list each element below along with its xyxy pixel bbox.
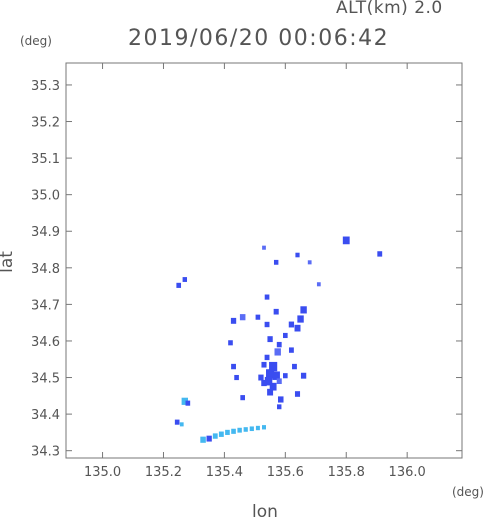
y-tick-label: 34.6 [31,335,60,350]
altitude-label: ALT(km) 2.0 [336,0,443,18]
echo-point [307,260,312,265]
echo-point [261,379,267,387]
echo-point [174,419,180,425]
echo-point [243,427,248,432]
echo-point [294,391,301,397]
echo-point [272,371,280,380]
y-tick-label: 35.0 [31,189,60,204]
echo-point [185,400,191,406]
echo-point [200,436,206,443]
echo-point [240,395,245,401]
y-tick-label: 34.4 [31,408,60,423]
x-tick-label: 135.8 [328,465,365,480]
y-tick-label: 34.8 [31,262,60,277]
echo-point [294,324,301,332]
echo-point [234,374,239,381]
echo-point [295,252,300,258]
echo-point [276,341,282,348]
echo-point [269,382,277,391]
echo-point [264,376,273,386]
echo-point [231,428,236,434]
echo-point [206,435,212,442]
plot-frame [65,62,463,459]
echo-point [269,361,278,372]
echo-point [225,429,230,435]
echo-point [273,259,279,265]
echo-point [267,388,274,396]
timestamp-title: 2019/06/20 00:06:42 [128,26,390,51]
echo-point [283,332,288,339]
y-tick-label: 34.5 [31,372,60,387]
echo-point [300,372,307,379]
echo-point [249,426,254,432]
echo-point [218,431,224,437]
echo-point [181,397,188,405]
echo-point [266,369,275,379]
echo-point [228,340,233,346]
y-axis-unit: (deg) [20,34,52,48]
echo-point [300,306,307,314]
echo-point [273,308,279,315]
echo-point [277,396,284,403]
echo-point [377,251,383,257]
echo-point [297,315,304,323]
echo-point [316,282,321,287]
echo-point [264,294,270,300]
y-tick-label: 35.3 [31,79,60,94]
echo-point [267,336,273,343]
echo-point [255,425,260,431]
x-axis-label: lon [252,502,278,522]
echo-point [231,363,236,370]
echo-point [262,425,266,430]
echo-point [212,433,218,439]
x-axis-unit: (deg) [452,485,484,499]
echo-point [176,282,182,288]
echo-point [179,422,184,427]
echo-point [288,347,294,353]
x-tick-label: 136.0 [389,465,426,480]
y-tick-label: 34.3 [31,445,60,460]
y-tick-label: 34.7 [31,298,60,313]
echo-point [274,348,281,356]
x-tick-label: 135.2 [145,465,182,480]
echo-point [255,314,261,320]
y-tick-label: 34.9 [31,225,60,240]
echo-point [264,321,270,328]
echo-point [258,374,264,381]
echo-point [277,404,282,410]
y-tick-label: 35.1 [31,152,60,167]
echo-point [230,317,237,324]
echo-point [283,373,288,379]
echo-point [262,245,266,250]
echo-point [288,321,295,328]
echo-point [261,361,267,368]
x-tick-label: 135.4 [206,465,243,480]
x-tick-label: 135.6 [267,465,304,480]
x-tick-label: 135.0 [84,465,121,480]
echo-point [276,378,282,385]
echo-point [342,236,350,245]
y-tick-label: 35.2 [31,116,60,131]
echo-point [264,354,270,361]
echo-point [182,277,188,282]
echo-point [292,363,297,370]
echo-point [239,314,246,321]
echo-point [237,427,242,433]
